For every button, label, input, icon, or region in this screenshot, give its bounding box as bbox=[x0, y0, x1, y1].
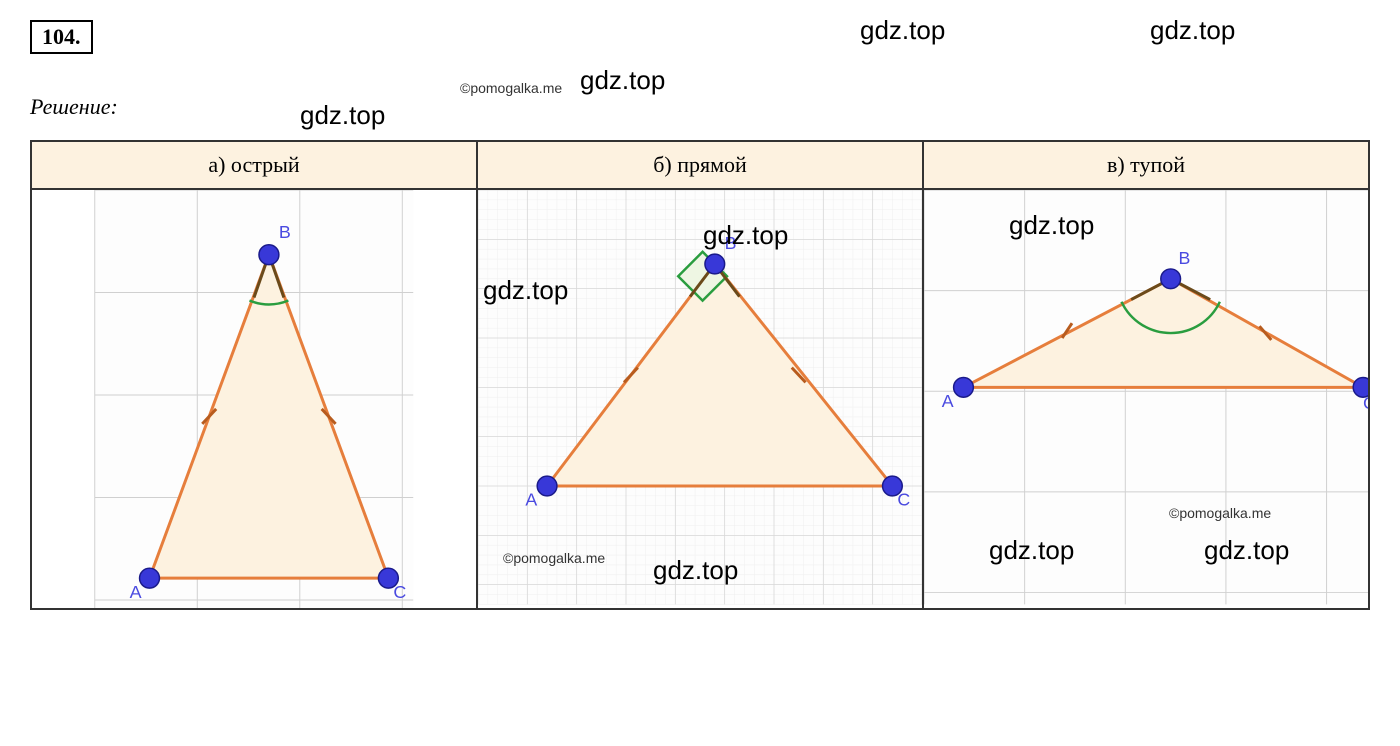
table-header: а) острый bbox=[31, 141, 477, 189]
svg-text:B: B bbox=[725, 233, 737, 253]
table-header: б) прямой bbox=[477, 141, 923, 189]
gdz-watermark: gdz.top bbox=[860, 15, 945, 46]
gdz-watermark: gdz.top bbox=[580, 65, 665, 96]
solution-label: Решение: bbox=[30, 94, 1370, 120]
table-header: в) тупой bbox=[923, 141, 1369, 189]
obtuse-triangle-svg: A B C bbox=[924, 190, 1368, 608]
problem-number: 104. bbox=[30, 20, 93, 54]
triangles-table: а) острый б) прямой в) тупой ABC ABC gdz… bbox=[30, 140, 1370, 610]
svg-text:B: B bbox=[1179, 248, 1191, 268]
gdz-watermark: gdz.top bbox=[1150, 15, 1235, 46]
svg-text:A: A bbox=[942, 391, 954, 411]
svg-text:C: C bbox=[393, 582, 406, 602]
svg-text:C: C bbox=[1363, 393, 1368, 413]
svg-text:B: B bbox=[279, 222, 291, 242]
svg-text:C: C bbox=[897, 490, 910, 510]
triangle-cell-acute: A B C bbox=[31, 189, 477, 609]
svg-text:A: A bbox=[525, 490, 537, 510]
triangle-cell-obtuse: ABC gdz.top ©pomogalka.me gdz.top gdz.to… bbox=[923, 189, 1369, 609]
triangle-cell-right: ABC gdz.top gdz.top gdz.top ©pomogalka.m… bbox=[477, 189, 923, 609]
right-triangle-svg: A B C bbox=[478, 190, 922, 608]
svg-text:A: A bbox=[130, 582, 142, 602]
acute-triangle-svg: A B C bbox=[32, 190, 476, 608]
